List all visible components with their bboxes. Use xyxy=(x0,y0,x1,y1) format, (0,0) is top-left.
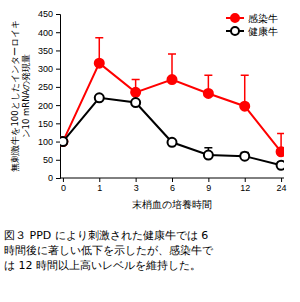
marker xyxy=(204,89,213,98)
x-tick-line xyxy=(99,178,100,182)
y-axis: 0 50 100 150 200 250 300 350 400 450 xyxy=(38,9,61,183)
y-tick-label: 450 xyxy=(38,9,53,19)
y-tick-label: 400 xyxy=(38,28,53,38)
x-tick-label: 9 xyxy=(206,183,211,193)
x-axis: 0 1 3 6 9 12 24 xyxy=(60,178,287,193)
caption-line: は 12 時間以上高いレベルを維持した。 xyxy=(4,258,296,273)
y-tick-label: 150 xyxy=(38,119,53,129)
y-axis-line xyxy=(56,15,61,179)
marker xyxy=(60,137,67,146)
marker xyxy=(277,147,284,156)
y-tick: 250 xyxy=(38,82,60,92)
y-tick: 150 xyxy=(38,119,60,129)
y-tick-line xyxy=(56,87,60,88)
legend: 感染牛健康牛 xyxy=(226,13,278,37)
y-tick: 100 xyxy=(38,137,60,147)
marker xyxy=(168,75,177,84)
y-tick-line xyxy=(56,123,60,124)
marker xyxy=(131,98,140,107)
y-tick: 200 xyxy=(38,100,60,110)
caption: 図３ PPD により刺激された健康牛では 6時間後に著しい低下を示したが、感染牛… xyxy=(4,228,296,273)
legend-marker xyxy=(231,27,239,35)
y-tick: 400 xyxy=(38,28,60,38)
line xyxy=(63,98,281,165)
marker xyxy=(60,137,67,146)
marker xyxy=(131,88,140,97)
marker xyxy=(95,93,104,102)
x-tick: 0 xyxy=(61,178,66,193)
x-tick: 3 xyxy=(134,178,139,193)
x-tick-line xyxy=(136,178,137,182)
y-tick-label: 0 xyxy=(48,173,53,183)
marker xyxy=(168,138,177,147)
x-label: 末梢血の培養時間 xyxy=(132,199,212,210)
y-label-line: ン10 mRNAの発現量 xyxy=(21,54,31,139)
y-tick-label: 50 xyxy=(43,155,53,165)
y-tick-label: 350 xyxy=(38,46,53,56)
x-tick-line xyxy=(245,178,246,182)
y-tick: 50 xyxy=(43,155,60,165)
y-tick-line xyxy=(56,69,60,70)
y-tick-line xyxy=(56,160,60,161)
x-tick-line xyxy=(281,178,282,182)
x-tick-label: 1 xyxy=(97,183,102,193)
y-tick: 350 xyxy=(38,46,60,56)
legend-marker xyxy=(231,14,239,22)
legend-item: 感染牛 xyxy=(226,13,278,24)
caption-line: 時間後に著しい低下を示したが、感染牛で xyxy=(4,243,296,258)
y-tick-line xyxy=(56,32,60,33)
y-tick: 300 xyxy=(38,64,60,74)
y-tick-line xyxy=(56,142,60,143)
x-tick-line xyxy=(63,178,64,182)
y-tick: 0 xyxy=(48,173,60,183)
legend-label: 感染牛 xyxy=(248,13,278,24)
line xyxy=(63,63,281,152)
series xyxy=(60,93,284,169)
y-label-line: 無刺激牛を100としたインターロイキ xyxy=(10,20,20,171)
x-tick-label: 12 xyxy=(240,183,250,193)
x-tick-label: 0 xyxy=(61,183,66,193)
marker xyxy=(277,161,284,170)
legend-item: 健康牛 xyxy=(226,26,278,37)
marker xyxy=(204,151,213,160)
y-tick-label: 300 xyxy=(38,64,53,74)
plot xyxy=(60,38,284,170)
marker xyxy=(240,102,249,111)
y-tick-line xyxy=(56,50,60,51)
x-tick-label: 6 xyxy=(170,183,175,193)
x-tick-label: 3 xyxy=(134,183,139,193)
y-tick-label: 200 xyxy=(38,100,53,110)
y-tick-line xyxy=(56,105,60,106)
chart: 0 50 100 150 200 250 300 350 400 450 0 1 3 6 9 12 24 末梢血の… xyxy=(0,0,300,225)
series xyxy=(60,38,284,157)
x-tick-label: 24 xyxy=(277,183,287,193)
y-tick: 450 xyxy=(38,9,60,19)
y-tick-line xyxy=(56,14,60,15)
marker xyxy=(240,152,249,161)
caption-line: 図３ PPD により刺激された健康牛では 6 xyxy=(4,228,296,243)
x-tick: 12 xyxy=(240,178,250,193)
x-tick: 6 xyxy=(170,178,175,193)
y-tick-label: 100 xyxy=(38,137,53,147)
legend-label: 健康牛 xyxy=(248,26,278,37)
y-label: 無刺激牛を100としたインターロイキン10 mRNAの発現量 xyxy=(10,20,31,171)
y-tick-line xyxy=(56,178,60,179)
x-tick-line xyxy=(172,178,173,182)
x-tick: 1 xyxy=(97,178,102,193)
y-tick-label: 250 xyxy=(38,82,53,92)
x-tick: 9 xyxy=(206,178,211,193)
marker xyxy=(95,59,104,68)
x-tick: 24 xyxy=(277,178,287,193)
x-tick-line xyxy=(208,178,209,182)
